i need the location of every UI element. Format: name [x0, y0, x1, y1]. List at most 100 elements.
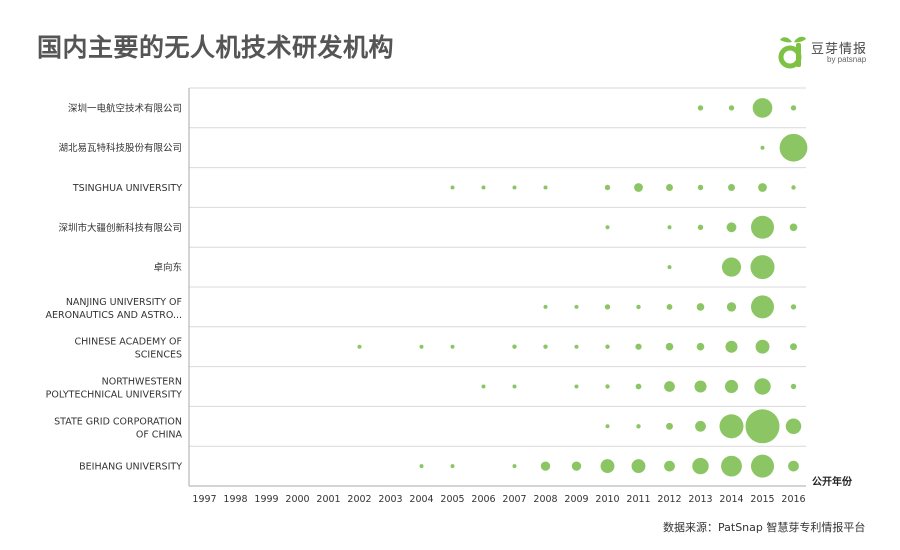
bubble: [635, 343, 642, 350]
y-tick-label: CHINESE ACADEMY OF SCIENCES: [75, 337, 182, 361]
bubble: [664, 460, 675, 472]
bubble: [666, 184, 673, 191]
bubble: [750, 215, 775, 239]
bubble: [512, 185, 517, 190]
y-tick-label: 卓向东: [153, 262, 182, 274]
y-tick-label: TSINGHUA UNIVERSITY: [72, 183, 182, 194]
bubble: [667, 265, 672, 270]
bubble: [543, 185, 548, 190]
bubble: [605, 424, 610, 429]
bubble: [450, 464, 455, 469]
bubble: [696, 342, 705, 351]
x-tick-label: 2007: [502, 494, 526, 505]
bubble: [719, 414, 744, 439]
bubble: [758, 183, 767, 192]
x-tick-label: 2012: [657, 494, 681, 505]
bubble: [694, 380, 707, 393]
bubble: [785, 418, 802, 435]
bubble: [790, 105, 797, 111]
x-tick-label: 2008: [533, 494, 557, 505]
bubble: [605, 225, 610, 230]
bubble: [666, 303, 673, 310]
bubble: [419, 344, 424, 349]
bubble: [754, 378, 771, 395]
bubble: [728, 184, 735, 191]
bubble: [755, 339, 770, 354]
x-tick-label: 2004: [409, 494, 433, 505]
bubble: [790, 383, 797, 390]
bubble: [790, 343, 797, 351]
y-tick-label: 深圳市大疆创新科技有限公司: [58, 222, 182, 234]
bubble: [512, 384, 517, 389]
bubble: [692, 457, 709, 475]
x-tick-label: 2009: [564, 494, 588, 505]
bubble: [543, 344, 548, 349]
y-tick-label: NANJING UNIVERSITY OF AERONAUTICS AND AST…: [46, 297, 182, 321]
bubble: [574, 304, 579, 309]
bubble: [604, 304, 611, 310]
x-tick-label: 2003: [378, 494, 402, 505]
bubble: [450, 344, 455, 349]
bubble: [750, 454, 775, 478]
bubble: [696, 303, 705, 311]
bubble: [791, 185, 796, 190]
bubble: [752, 98, 773, 118]
x-tick-label: 2001: [316, 494, 340, 505]
bubble: [726, 222, 737, 233]
x-tick-label: 1998: [223, 494, 247, 505]
bubble: [664, 381, 675, 392]
bubble: [636, 424, 641, 429]
bubble: [779, 133, 808, 162]
bubble: [631, 459, 646, 474]
y-tick-label: STATE GRID CORPORATION OF CHINA: [54, 416, 182, 440]
x-tick-label: 2013: [688, 494, 712, 505]
logo-name: 豆芽情报: [811, 42, 868, 57]
bubble: [760, 145, 765, 150]
y-tick-label: 深圳一电航空技术有限公司: [68, 102, 182, 114]
bubble: [721, 455, 742, 477]
x-tick-label: 2016: [781, 494, 805, 505]
bubble: [665, 342, 674, 351]
bubble: [481, 185, 486, 190]
bubble: [725, 340, 738, 353]
bubble-series: [357, 98, 808, 478]
bubble: [666, 422, 673, 430]
bubble: [745, 409, 780, 444]
bubble: [636, 304, 641, 310]
bubble: [634, 183, 643, 192]
bubble: [605, 344, 610, 349]
bubble: [721, 257, 742, 277]
x-tick-label: 2010: [595, 494, 619, 505]
bubble: [574, 384, 579, 389]
bubble: [512, 344, 517, 349]
bubble: [697, 224, 704, 230]
bubble: [540, 461, 551, 471]
x-tick-label: 2015: [750, 494, 774, 505]
bubble: [667, 225, 672, 230]
y-tick-label: NORTHWESTERN POLYTECHNICAL UNIVERSITY: [46, 377, 183, 401]
bubble: [605, 384, 610, 389]
bubble: [728, 105, 735, 111]
bubble: [571, 461, 582, 471]
sprout-logo-icon: [778, 36, 806, 69]
bubble: [512, 464, 517, 469]
page-title: 国内主要的无人机技术研发机构: [37, 33, 395, 62]
bubble: [481, 384, 486, 389]
bubble: [750, 255, 775, 280]
bubble: [419, 464, 424, 469]
bubble: [790, 304, 797, 310]
x-tick-label: 2002: [347, 494, 371, 505]
bubble: [789, 223, 798, 232]
x-tick-label: 1997: [192, 494, 216, 505]
bubble: [697, 105, 704, 111]
bubble: [724, 379, 739, 394]
bubble: [604, 184, 611, 191]
logo-tagline: by patsnap: [827, 55, 867, 64]
x-axis-title: 公开年份: [812, 475, 853, 488]
x-tick-label: 2000: [285, 494, 309, 505]
bubble: [697, 184, 704, 191]
bubble: [788, 460, 799, 472]
bubble: [750, 295, 775, 319]
